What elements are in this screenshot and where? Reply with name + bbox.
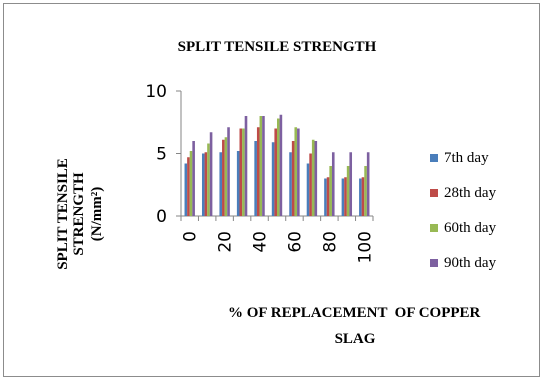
legend-swatch-90th-day — [430, 259, 438, 267]
bar-60th-day-0 — [190, 151, 193, 216]
legend-label-60th-day: 60th day — [444, 220, 497, 236]
bar-28th-day-90 — [344, 177, 347, 216]
bar-90th-day-70 — [315, 141, 318, 216]
y-tick-label: 10 — [145, 82, 167, 102]
bar-60th-day-40 — [260, 116, 263, 216]
bar-7th-day-70 — [307, 164, 310, 217]
bar-7th-day-100 — [359, 179, 362, 217]
legend-swatch-28th-day — [430, 189, 438, 197]
bar-90th-day-0 — [192, 141, 195, 216]
bar-90th-day-60 — [297, 129, 300, 217]
legend-label-90th-day: 90th day — [444, 255, 497, 271]
x-axis-title-line2: SLAG — [335, 331, 376, 347]
legend-label-7th-day: 7th day — [444, 150, 489, 166]
legend-swatch-60th-day — [430, 224, 438, 232]
x-tick-label: 80 — [320, 231, 340, 253]
bar-60th-day-70 — [312, 140, 315, 216]
x-tick-label: 40 — [251, 231, 271, 253]
bar-7th-day-40 — [254, 141, 257, 216]
bar-90th-day-40 — [262, 116, 265, 216]
bar-7th-day-20 — [219, 152, 222, 216]
bar-28th-day-10 — [205, 152, 208, 216]
x-tick-label: 60 — [285, 231, 305, 253]
bar-60th-day-90 — [347, 166, 350, 216]
bar-7th-day-50 — [272, 142, 275, 216]
legend-label-28th-day: 28th day — [444, 185, 497, 201]
x-tick-label: 0 — [181, 231, 201, 242]
bar-90th-day-90 — [349, 152, 352, 216]
bar-90th-day-100 — [367, 152, 370, 216]
bar-28th-day-40 — [257, 127, 260, 216]
bar-7th-day-0 — [185, 164, 188, 217]
y-tick-label: 0 — [156, 207, 167, 227]
bar-60th-day-10 — [207, 144, 210, 217]
y-axis-title-line1: SPLIT TENSILE — [55, 158, 71, 270]
bar-60th-day-20 — [225, 137, 228, 216]
bar-28th-day-70 — [309, 154, 312, 217]
bar-90th-day-20 — [227, 127, 230, 216]
y-axis-title-line2: STRENGTH — [71, 172, 87, 256]
bar-28th-day-60 — [292, 141, 295, 216]
bar-60th-day-50 — [277, 119, 280, 217]
bar-7th-day-80 — [324, 179, 327, 217]
bar-90th-day-50 — [280, 115, 283, 216]
bar-28th-day-30 — [239, 129, 242, 217]
bar-60th-day-30 — [242, 129, 245, 217]
bar-60th-day-80 — [329, 166, 332, 216]
x-axis-title-line1: % OF REPLACEMENT OF COPPER — [228, 305, 481, 321]
bar-60th-day-60 — [294, 127, 297, 216]
y-axis-title-line3: (N/mm²) — [89, 187, 105, 241]
bar-90th-day-30 — [245, 116, 248, 216]
bar-90th-day-10 — [210, 132, 213, 216]
bar-28th-day-0 — [187, 157, 190, 216]
chart-frame: SPLIT TENSILE STRENGTH SPLIT TENSILE STR… — [3, 3, 540, 377]
legend: 7th day 28th day 60th day 90th day — [430, 150, 497, 271]
bar-90th-day-80 — [332, 152, 335, 216]
bar-7th-day-10 — [202, 154, 205, 217]
bar-28th-day-80 — [327, 177, 330, 216]
legend-swatch-7th-day — [430, 154, 438, 162]
bar-28th-day-50 — [274, 129, 277, 217]
bar-28th-day-20 — [222, 140, 225, 216]
bar-60th-day-100 — [364, 166, 367, 216]
chart-title: SPLIT TENSILE STRENGTH — [178, 39, 377, 55]
x-tick-label: 100 — [355, 231, 375, 263]
bar-7th-day-60 — [289, 152, 292, 216]
chart-svg: SPLIT TENSILE STRENGTH SPLIT TENSILE STR… — [4, 4, 540, 377]
x-tick-label: 20 — [216, 231, 236, 253]
y-tick-label: 5 — [156, 145, 167, 165]
bar-7th-day-30 — [237, 151, 240, 216]
bar-7th-day-90 — [342, 179, 345, 217]
bar-28th-day-100 — [362, 177, 365, 216]
